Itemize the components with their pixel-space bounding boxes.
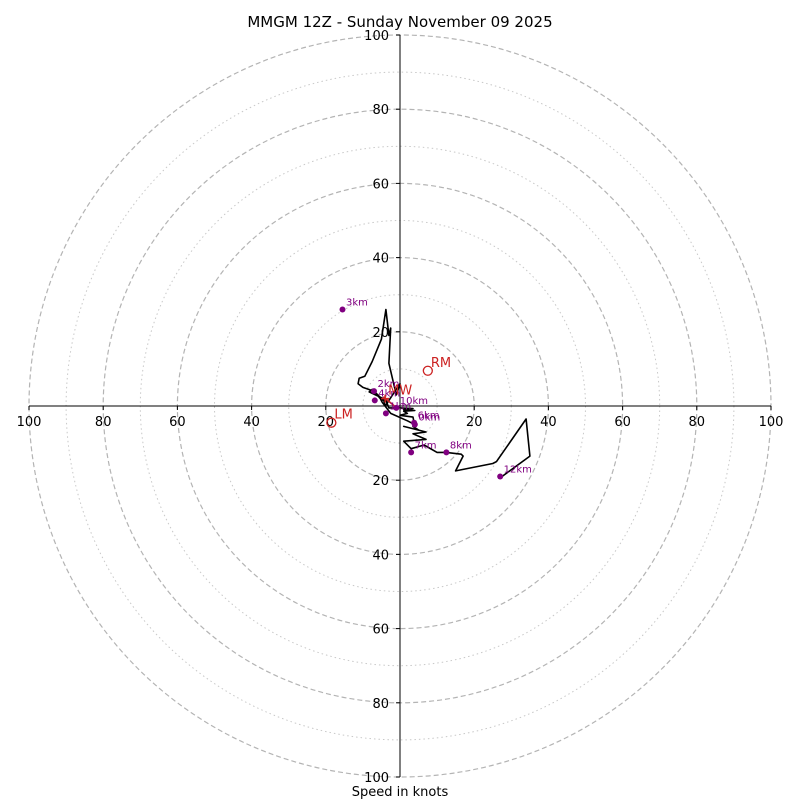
- x-tick-label: 100: [17, 415, 42, 430]
- height-marker-label: 6km: [418, 411, 440, 422]
- y-tick-label: 80: [372, 103, 389, 118]
- height-marker-10km: [393, 404, 400, 411]
- height-marker-label: 3km: [346, 298, 368, 309]
- x-tick-label: 40: [243, 415, 260, 430]
- height-marker-label: 1km: [389, 401, 411, 412]
- storm-motion-label: MW: [388, 384, 412, 399]
- x-tick-label: 100: [759, 415, 784, 430]
- height-marker-2km: [371, 388, 378, 395]
- axes-group: [29, 35, 771, 777]
- height-marker-label: 12km: [504, 464, 532, 475]
- y-tick-label: 40: [372, 252, 389, 267]
- storm-motion-label: LM: [334, 408, 352, 423]
- y-tick-label: 80: [372, 697, 389, 712]
- y-tick-label: 60: [372, 623, 389, 638]
- storm-motion-lm-marker: [326, 417, 337, 428]
- height-marker-label: 10km: [400, 396, 428, 407]
- height-marker-4km: [371, 397, 378, 404]
- height-marker-7km: [408, 449, 415, 456]
- height-marker-label: 7km: [415, 440, 437, 451]
- x-tick-label: 80: [689, 415, 706, 430]
- height-marker-label: 8km: [450, 440, 472, 451]
- height-marker-label: 0km: [418, 413, 440, 424]
- x-tick-label: 40: [540, 415, 557, 430]
- height-marker-1km: [382, 410, 389, 417]
- y-tick-label: 100: [364, 771, 389, 786]
- height-marker-8km: [443, 449, 450, 456]
- storm-motion-label: RM: [431, 356, 451, 371]
- storm-motion-rm-marker: [422, 365, 433, 376]
- y-tick-label: 20: [372, 474, 389, 489]
- y-tick-label: 40: [372, 548, 389, 563]
- x-tick-label: 60: [169, 415, 186, 430]
- x-tick-label: 20: [466, 415, 483, 430]
- height-marker-group: 0km 1km 2km 3km 4km 6km 7km 8km 10km 12km: [339, 298, 532, 480]
- x-tick-label: 80: [95, 415, 112, 430]
- height-marker-3km: [339, 306, 346, 313]
- x-tick-label: 60: [614, 415, 631, 430]
- x-axis-label: Speed in knots: [352, 785, 449, 800]
- wind-trace-line: [357, 308, 531, 478]
- height-marker-12km: [497, 473, 504, 480]
- height-marker-label: 2km: [378, 379, 400, 390]
- y-tick-label: 100: [364, 29, 389, 44]
- height-marker-6km: [411, 419, 418, 426]
- storm-motion-group: RM LM MW: [326, 356, 451, 428]
- height-marker-label: 4km: [378, 388, 400, 399]
- chart-title: MMGM 12Z - Sunday November 09 2025: [247, 13, 552, 31]
- y-tick-label: 20: [372, 326, 389, 341]
- y-tick-label: 60: [372, 177, 389, 192]
